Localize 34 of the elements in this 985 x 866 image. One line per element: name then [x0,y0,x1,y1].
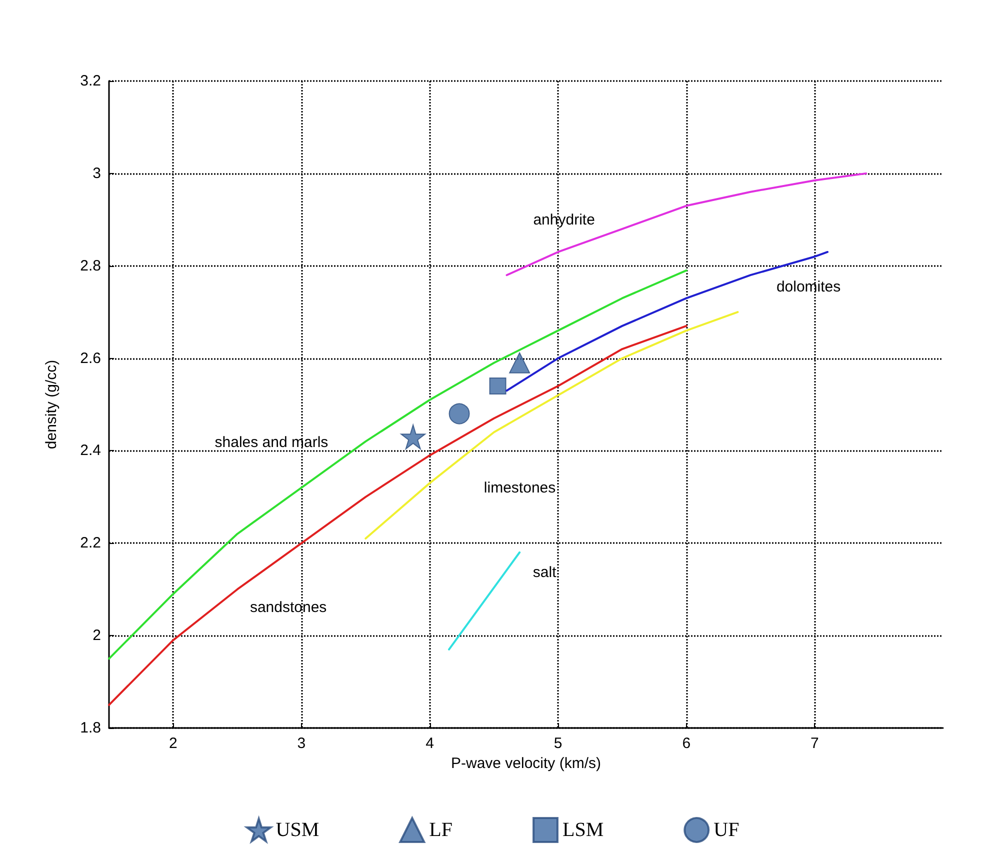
series-label: salt [532,564,558,581]
point [400,424,426,450]
series-label: sandstones [250,598,327,616]
y-tick-label: 1.8 [80,720,101,736]
legend-label: LF [429,819,453,841]
point [489,378,506,395]
point [448,403,470,424]
y-tick-label: 2 [92,627,101,644]
y-axis-title: density (g/cc) [43,360,60,450]
y-tick-label: 2.2 [80,534,101,552]
series-label: dolomites [776,278,841,296]
line-series [364,311,739,540]
legend-label: LSM [562,819,604,841]
x-tick-label: 7 [810,735,819,752]
line-series [108,324,688,706]
x-tick-label: 2 [168,735,178,752]
line-series [108,269,688,660]
series-label: shales and marls [214,434,328,452]
y-tick-label: 3 [92,164,101,182]
x-tick-label: 4 [426,735,434,752]
y-tick-label: 2.6 [80,350,101,367]
legend-label: USM [276,819,320,841]
x-tick-label: 5 [554,735,562,752]
x-tick-label: 3 [297,735,306,752]
text: limestones [484,480,556,497]
legend-label: UF [714,819,740,841]
x-tick-label: 6 [682,735,691,752]
y-tick-label: 3.2 [80,72,101,90]
y-tick-label: 2.4 [80,442,101,460]
x-axis-title: P-wave velocity (km/s) [450,755,602,772]
series-label: anhydrite [533,211,595,228]
line-series [506,172,868,276]
y-tick-label: 2.8 [80,257,101,274]
point [509,352,530,374]
